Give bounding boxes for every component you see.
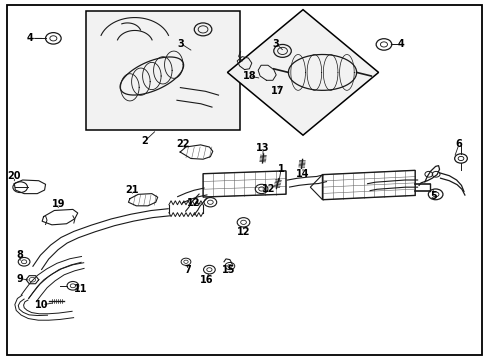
Text: 8: 8 — [17, 250, 23, 260]
Text: 20: 20 — [8, 171, 21, 181]
Text: 9: 9 — [17, 274, 23, 284]
Text: 4: 4 — [26, 33, 33, 43]
Text: 12: 12 — [236, 227, 250, 237]
Text: 4: 4 — [396, 40, 403, 49]
Text: 18: 18 — [242, 71, 256, 81]
Text: 12: 12 — [262, 184, 275, 194]
Text: 5: 5 — [429, 191, 436, 201]
Text: 15: 15 — [222, 265, 235, 275]
Polygon shape — [227, 10, 378, 135]
Text: 19: 19 — [51, 199, 65, 210]
Text: 17: 17 — [270, 86, 284, 96]
Text: 12: 12 — [186, 198, 200, 208]
Text: 14: 14 — [296, 169, 309, 179]
Text: 21: 21 — [125, 185, 139, 195]
Text: 6: 6 — [455, 139, 462, 149]
Text: 3: 3 — [272, 39, 279, 49]
Text: 3: 3 — [177, 39, 184, 49]
Text: 7: 7 — [183, 265, 190, 275]
Text: 13: 13 — [256, 143, 269, 153]
Bar — [86, 12, 239, 130]
Text: 16: 16 — [199, 275, 213, 285]
Text: 2: 2 — [141, 136, 147, 146]
Text: 22: 22 — [176, 139, 189, 149]
Text: 11: 11 — [74, 284, 88, 294]
Text: 10: 10 — [35, 300, 49, 310]
Text: 1: 1 — [277, 164, 284, 174]
